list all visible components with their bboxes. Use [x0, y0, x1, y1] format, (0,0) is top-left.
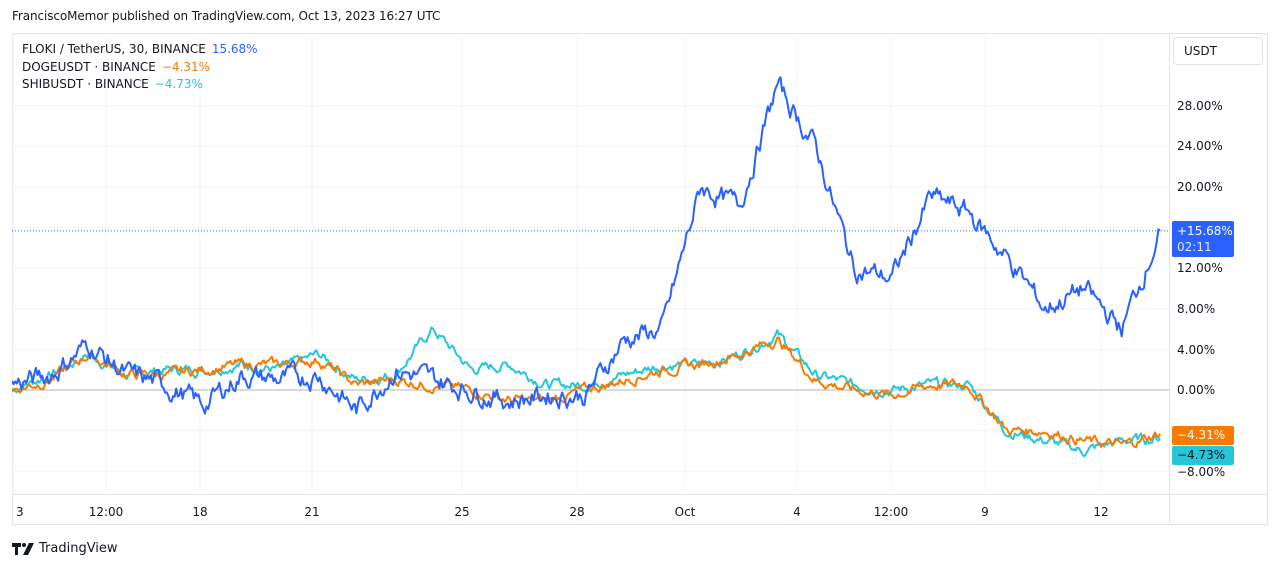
y-tick: −8.00%: [1177, 465, 1226, 479]
y-tick: 12.00%: [1177, 261, 1223, 275]
price-axis[interactable]: [1169, 33, 1268, 494]
legend-item-shib[interactable]: SHIBUSDT · BINANCE −4.73%: [22, 76, 258, 94]
bar-countdown: 02:11: [1177, 240, 1212, 254]
chart-legend: FLOKI / TetherUS, 30, BINANCE 15.68% DOGE…: [22, 41, 258, 94]
legend-item-floki[interactable]: FLOKI / TetherUS, 30, BINANCE 15.68%: [22, 41, 258, 59]
currency-button[interactable]: USDT: [1173, 37, 1263, 65]
y-tick: 24.00%: [1177, 139, 1223, 153]
x-tick: 21: [304, 505, 320, 519]
series-lines: [12, 76, 1161, 457]
legend-label: DOGEUSDT · BINANCE: [22, 59, 156, 74]
series-line-dogeusdt[interactable]: [12, 336, 1161, 449]
x-tick: 12:00: [88, 505, 124, 519]
axis-corner: [1169, 494, 1268, 525]
legend-item-doge[interactable]: DOGEUSDT · BINANCE −4.31%: [22, 59, 258, 77]
legend-value: −4.73%: [154, 77, 203, 91]
brand-name: TradingView: [39, 541, 118, 556]
publisher-line: FranciscoMemor published on TradingView.…: [12, 9, 441, 23]
legend-label: FLOKI / TetherUS, 30, BINANCE: [22, 42, 206, 56]
legend-value: 15.68%: [211, 42, 258, 56]
y-tick: 8.00%: [1177, 302, 1216, 316]
chart-plot-area[interactable]: [12, 33, 1169, 494]
tradingview-brand[interactable]: TradingView: [12, 541, 118, 556]
x-tick: 9: [981, 505, 989, 519]
legend-value: −4.31%: [161, 59, 211, 74]
price-chart[interactable]: [12, 33, 1169, 494]
x-tick: 28: [569, 505, 585, 519]
x-tick: 25: [454, 505, 470, 519]
tradingview-logo-icon: [12, 542, 34, 555]
x-tick: 3: [16, 505, 24, 519]
y-tick: 28.00%: [1177, 99, 1223, 113]
x-tick: 18: [192, 505, 208, 519]
legend-label: SHIBUSDT · BINANCE: [22, 77, 149, 91]
x-tick: 12:00: [873, 505, 909, 519]
x-tick: Oct: [674, 505, 696, 519]
shib-price-tag: −4.73%: [1172, 446, 1234, 465]
floki-tag-value: +15.68%: [1177, 224, 1233, 238]
y-tick: 4.00%: [1177, 343, 1216, 357]
y-tick: 20.00%: [1177, 180, 1223, 194]
floki-price-tag: +15.68% 02:11: [1172, 221, 1234, 257]
doge-price-tag: −4.31%: [1172, 426, 1234, 445]
x-tick: 12: [1093, 505, 1109, 519]
series-line-floki-tetherus[interactable]: [12, 76, 1161, 415]
time-axis[interactable]: [12, 494, 1268, 525]
x-tick: 4: [793, 505, 801, 519]
y-tick: 0.00%: [1177, 383, 1216, 397]
gridlines: [12, 33, 1169, 494]
